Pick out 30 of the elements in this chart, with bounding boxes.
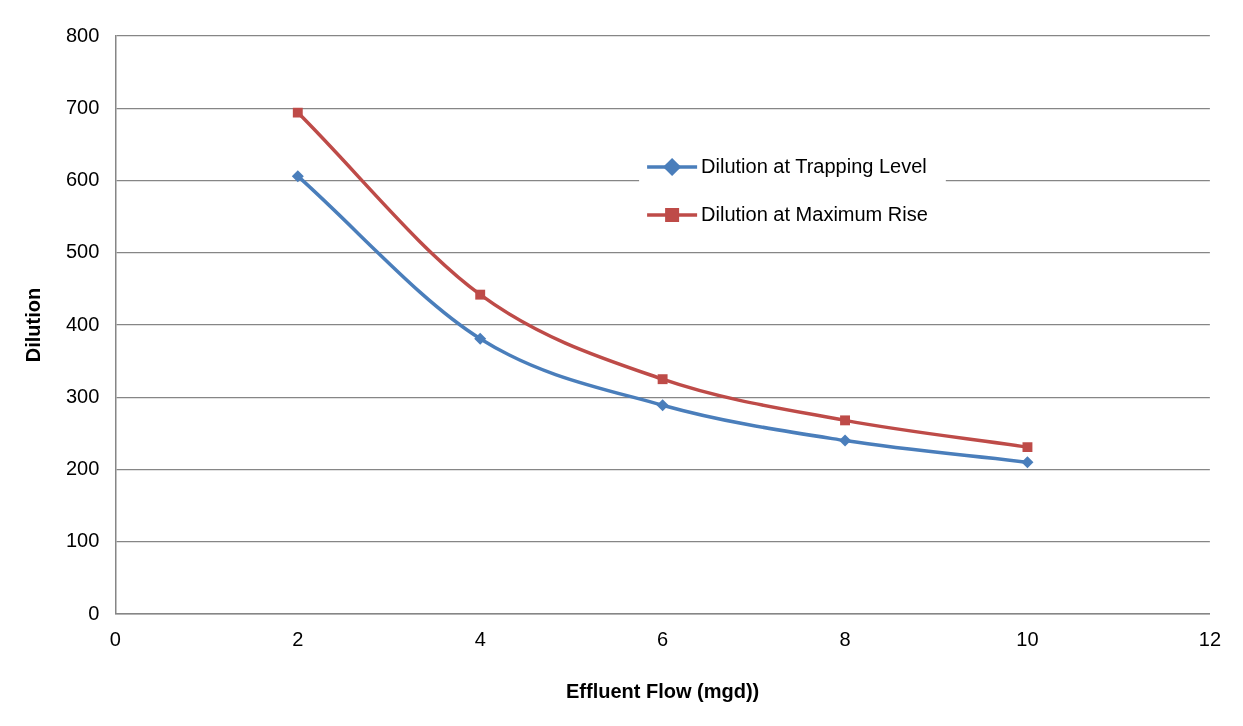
- x-axis-title: Effluent Flow (mgd)): [565, 679, 760, 702]
- y-tick-label: 100: [65, 529, 100, 552]
- point: [292, 107, 303, 118]
- point: [474, 332, 487, 345]
- point: [1022, 442, 1033, 453]
- point: [656, 399, 669, 412]
- y-tick-label: 700: [65, 95, 100, 118]
- point: [291, 170, 304, 183]
- legend-label: Dilution at Maximum Rise: [701, 202, 928, 225]
- y-tick-label: 600: [65, 168, 100, 191]
- y-tick-label: 200: [65, 457, 100, 480]
- y-tick-label: 500: [65, 240, 100, 263]
- x-tick-label: 10: [1016, 627, 1039, 650]
- x-tick-label: 0: [109, 627, 121, 650]
- point: [657, 374, 668, 385]
- point: [839, 434, 852, 447]
- x-tick-label: 12: [1198, 627, 1221, 650]
- point: [840, 415, 850, 426]
- y-axis-title: Dilution: [21, 287, 44, 363]
- point: [475, 289, 486, 300]
- x-tick-label: 2: [292, 627, 304, 650]
- x-tick-label: 4: [474, 627, 486, 650]
- y-tick-label: 300: [65, 384, 100, 407]
- x-tick-label: 8: [839, 627, 851, 650]
- x-tick-label: 6: [657, 627, 669, 650]
- y-tick-label: 0: [88, 601, 100, 624]
- legend-label: Dilution at Trapping Level: [701, 154, 927, 177]
- point: [1021, 456, 1034, 469]
- y-tick-label: 400: [65, 312, 100, 335]
- y-tick-label: 800: [65, 23, 100, 46]
